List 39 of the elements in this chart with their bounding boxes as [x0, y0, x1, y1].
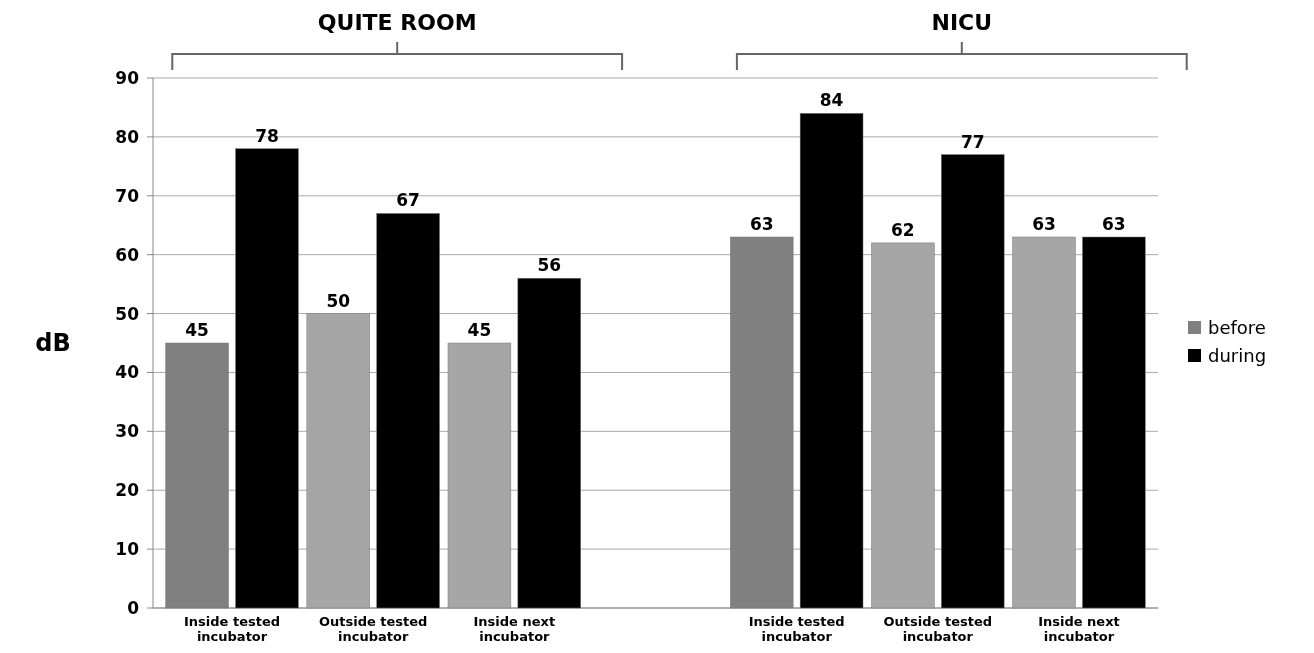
legend-label: before	[1208, 317, 1266, 339]
y-tick-label: 90	[115, 67, 140, 88]
y-tick-label: 30	[115, 421, 140, 442]
data-label: 45	[467, 320, 492, 340]
x-tick-label: Inside next incubator	[1038, 614, 1120, 644]
bar	[1082, 236, 1146, 609]
x-tick-label: Outside tested incubator	[883, 614, 993, 644]
data-label: 56	[537, 255, 562, 276]
data-label: 63	[1102, 214, 1126, 234]
legend-label: during	[1208, 345, 1267, 367]
x-tick-label: Inside next incubator	[473, 614, 556, 644]
x-tick-label: Inside tested incubator	[748, 614, 845, 644]
y-axis-title: dB	[35, 329, 71, 358]
data-label: 50	[326, 290, 351, 311]
y-tick-label: 60	[115, 244, 140, 265]
y-tick-label: 20	[115, 480, 140, 501]
bar	[235, 148, 299, 609]
data-label: 77	[960, 131, 985, 152]
x-tick-label: Inside tested incubator	[184, 614, 281, 644]
y-tick-label: 80	[115, 126, 140, 147]
bar	[941, 154, 1005, 609]
y-tick-label: 40	[115, 362, 140, 383]
data-label: 78	[255, 125, 279, 146]
y-tick-label: 10	[115, 539, 140, 560]
text: NICU	[931, 10, 993, 35]
y-tick-label: 0	[127, 597, 140, 618]
data-label: 63	[1032, 214, 1056, 234]
data-label: 67	[396, 190, 420, 211]
bar	[376, 213, 440, 609]
y-tick-label: 70	[115, 185, 140, 206]
data-label: 45	[185, 320, 209, 340]
data-label: 63	[749, 214, 774, 234]
bar	[799, 113, 864, 609]
text: QUITE ROOM	[317, 10, 477, 35]
data-label: 84	[819, 90, 844, 111]
data-label: 62	[891, 219, 915, 240]
bar	[517, 277, 581, 609]
x-tick-label: Outside tested incubator	[318, 614, 428, 644]
y-tick-label: 50	[115, 303, 140, 324]
